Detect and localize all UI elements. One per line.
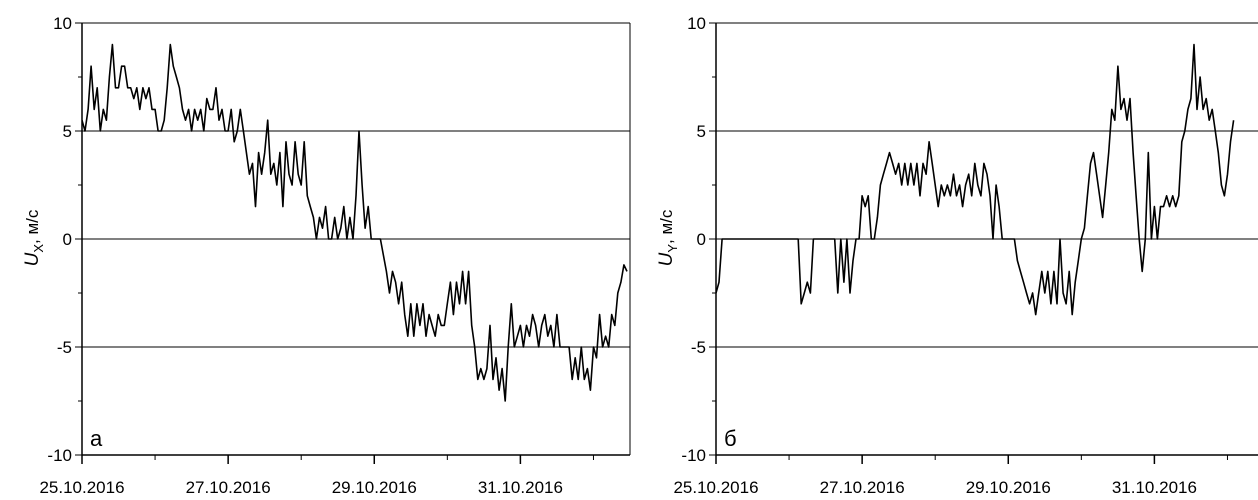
y-axis-label-subscript: Y — [665, 244, 680, 253]
y-axis-label: UX, м/с — [22, 209, 46, 266]
panel-letter: б — [724, 426, 737, 451]
y-tick-label: -10 — [681, 446, 706, 465]
y-tick-label: 0 — [697, 230, 706, 249]
x-tick-label: 25.10.2016 — [39, 478, 124, 497]
y-tick-label: -5 — [691, 338, 706, 357]
x-tick-label: 31.10.2016 — [478, 478, 563, 497]
x-tick-label: 25.10.2016 — [673, 478, 758, 497]
chart-panel-b: UY, м/с б 10 5 0 -5 -10 25.10.2016 27.10.2016 2… — [656, 14, 1258, 497]
series-line — [716, 43, 1235, 316]
x-tick-label: 27.10.2016 — [820, 478, 905, 497]
y-axis-label-unit: , м/с — [23, 209, 42, 244]
chart-panel-a: UX, м/с а 10 5 0 -5 -10 25.10.2016 27.10.2016 2… — [22, 14, 631, 497]
y-axis-label-symbol: U — [22, 252, 43, 266]
y-axis-label-unit: , м/с — [657, 209, 676, 244]
x-tick-label: 29.10.2016 — [332, 478, 417, 497]
y-tick-label: -5 — [57, 338, 72, 357]
x-tick-label: 29.10.2016 — [966, 478, 1051, 497]
panel-letter: а — [90, 426, 103, 451]
y-tick-label: 10 — [687, 14, 706, 33]
series-line — [82, 43, 628, 402]
y-tick-label: 5 — [697, 122, 706, 141]
y-axis-label-subscript: X — [31, 244, 46, 253]
x-tick-label: 27.10.2016 — [186, 478, 271, 497]
x-tick-label: 31.10.2016 — [1112, 478, 1197, 497]
y-axis-label: UY, м/с — [656, 209, 680, 266]
y-tick-label: 10 — [53, 14, 72, 33]
y-tick-label: 0 — [63, 230, 72, 249]
y-axis-label-symbol: U — [656, 252, 677, 266]
y-tick-label: -10 — [47, 446, 72, 465]
y-tick-label: 5 — [63, 122, 72, 141]
